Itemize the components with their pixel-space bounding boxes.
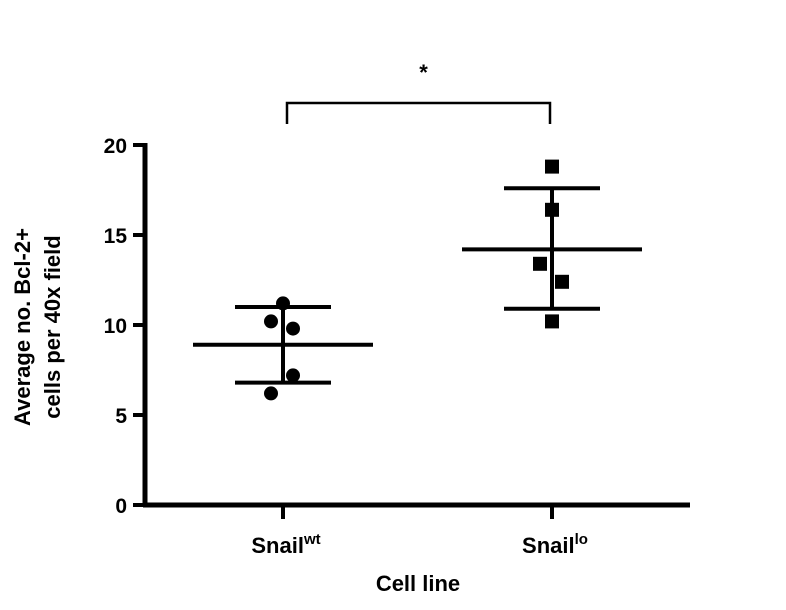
y-tick-label: 20 — [104, 135, 127, 158]
data-point — [545, 202, 559, 217]
data-point — [276, 296, 290, 311]
y-tick-label: 5 — [115, 405, 127, 428]
significance-label: * — [419, 60, 428, 85]
y-ticks: 0 5 10 15 20 — [104, 135, 145, 518]
data-point — [286, 368, 300, 383]
data-point — [286, 321, 300, 336]
y-axis-title-line-1: Average no. Bcl-2+ — [10, 228, 35, 426]
series-2 — [462, 159, 642, 329]
series-1 — [193, 296, 373, 401]
significance-line — [285, 101, 552, 124]
data-marks — [193, 159, 642, 401]
y-tick-label: 15 — [104, 225, 128, 248]
x-categories: Snailwt Snaillo — [251, 505, 588, 558]
data-point — [533, 256, 547, 271]
axes — [142, 143, 690, 508]
x-category-label: Snaillo — [522, 531, 588, 558]
y-tick-label: 0 — [115, 495, 127, 518]
data-point — [555, 274, 569, 289]
data-point — [545, 314, 559, 329]
data-point — [264, 314, 278, 329]
data-point — [545, 159, 559, 174]
x-axis-title: Cell line — [376, 571, 460, 596]
x-category-label: Snailwt — [251, 531, 320, 558]
y-axis-title: Average no. Bcl-2+ cells per 40x field — [10, 228, 65, 426]
significance-bracket: * — [285, 60, 552, 124]
y-tick-label: 10 — [104, 315, 127, 338]
data-point — [264, 386, 278, 401]
y-axis-title-line-2: cells per 40x field — [40, 235, 65, 418]
